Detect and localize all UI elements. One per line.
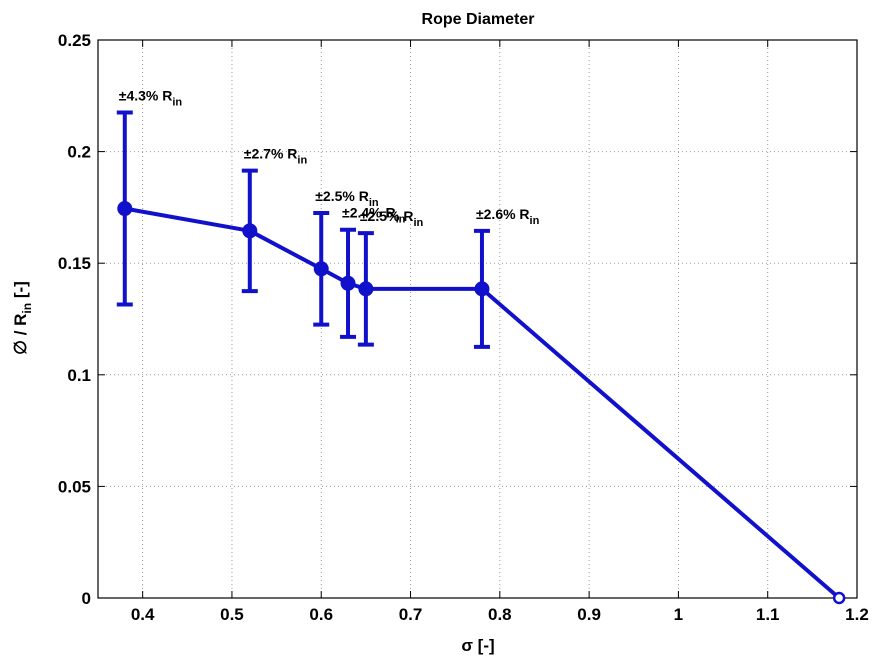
x-tick-label: 0.5	[220, 605, 244, 624]
y-tick-label: 0	[82, 589, 91, 608]
data-point	[358, 281, 374, 297]
x-tick-label: 0.9	[577, 605, 601, 624]
data-point	[242, 223, 258, 239]
x-tick-label: 1.2	[845, 605, 869, 624]
y-tick-label: 0.25	[58, 31, 91, 50]
axes: 0.4 0.5 0.6 0.7 0.8 0.9 1 1.1 1.2 0 0.05 0.1 0.15 0.2…	[58, 31, 869, 624]
y-tick-label: 0.2	[67, 143, 91, 162]
y-tick-label: 0.05	[58, 477, 91, 496]
y-axis-label-main: ∅ / R	[11, 314, 30, 355]
error-annotation-sub: in	[413, 217, 423, 229]
chart-title: Rope Diameter	[422, 11, 535, 28]
annotations: ±4.3% Rin±2.7% Rin±2.5% Rin±2.4% Rin±2.5…	[119, 88, 540, 230]
error-annotation-main: ±4.3% R	[119, 88, 173, 104]
data-point	[832, 591, 846, 605]
y-tick-label: 0.15	[58, 254, 91, 273]
error-annotation-sub: in	[369, 197, 379, 209]
y-axis-label: ∅ / Rin [-]	[11, 281, 34, 355]
error-annotation: ±2.5% Rin	[360, 208, 424, 229]
data-point	[313, 261, 329, 277]
y-tick-label: 0.1	[67, 366, 91, 385]
plot-frame	[97, 39, 858, 599]
error-annotation: ±2.6% Rin	[476, 206, 540, 227]
data-point	[340, 275, 356, 291]
error-annotation-sub: in	[396, 214, 406, 226]
error-annotation-sub: in	[530, 215, 540, 227]
error-annotation-main: ±2.6% R	[476, 206, 530, 222]
error-annotation-main: ±2.4% R	[342, 205, 396, 221]
x-tick-label: 1	[674, 605, 683, 624]
x-tick-label: 0.7	[399, 605, 423, 624]
error-annotation: ±2.5% Rin	[315, 188, 379, 209]
x-tick-label: 0.4	[131, 605, 155, 624]
error-annotation: ±2.7% Rin	[244, 146, 308, 167]
y-axis-label-unit: [-]	[11, 281, 30, 303]
x-tick-label: 1.1	[756, 605, 780, 624]
error-annotation-sub: in	[297, 155, 307, 167]
x-tick-label: 0.8	[488, 605, 512, 624]
error-annotation-main: ±2.5% R	[360, 208, 414, 224]
x-tick-label: 0.6	[309, 605, 333, 624]
x-axis-label: σ [-]	[461, 636, 494, 655]
error-annotation: ±4.3% Rin	[119, 88, 183, 109]
data-point	[117, 201, 133, 217]
data-point	[474, 281, 490, 297]
error-annotation-main: ±2.5% R	[315, 188, 369, 204]
error-annotation-sub: in	[172, 97, 182, 109]
data-series	[116, 110, 846, 605]
error-annotation: ±2.4% Rin	[342, 205, 406, 226]
y-axis-label-sub: in	[20, 303, 34, 314]
error-annotation-main: ±2.7% R	[244, 146, 298, 162]
